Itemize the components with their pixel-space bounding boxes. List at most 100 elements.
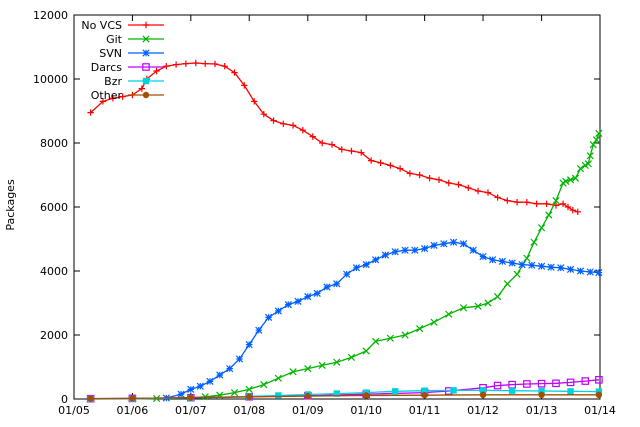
filled-square-marker-shape — [421, 387, 428, 394]
star-marker-shape — [187, 385, 195, 394]
star-marker-shape — [142, 49, 150, 57]
plus-marker-shape — [87, 109, 94, 116]
data-point — [182, 60, 190, 67]
plus-marker-shape — [358, 149, 365, 156]
star-marker-shape — [557, 264, 565, 272]
star-marker-shape — [440, 240, 448, 248]
plus-marker-shape — [523, 199, 531, 206]
star-marker-shape — [304, 292, 312, 301]
star-marker-shape — [391, 248, 399, 256]
cross-marker-shape — [142, 35, 150, 43]
filled-circle-marker-shape — [87, 395, 94, 402]
series-other — [87, 391, 603, 402]
plus-marker-shape — [504, 197, 511, 204]
data-point — [196, 382, 204, 390]
plus-marker-shape — [318, 139, 326, 147]
data-point — [420, 244, 429, 253]
data-point — [250, 98, 258, 105]
data-point — [206, 377, 214, 386]
star-marker-shape — [362, 260, 370, 269]
data-point — [545, 211, 553, 219]
data-point — [343, 270, 351, 278]
plus-marker-shape — [109, 95, 117, 102]
data-point — [192, 59, 199, 67]
star-marker-shape — [528, 261, 536, 269]
legend-label: SVN — [99, 47, 122, 60]
star-marker-shape — [196, 382, 204, 390]
data-point — [569, 207, 576, 214]
x-tick-label: 01/05 — [58, 404, 90, 417]
data-point — [304, 292, 312, 301]
data-point — [391, 388, 399, 395]
square-marker-shape — [523, 380, 531, 388]
plus-marker-shape — [172, 61, 180, 68]
star-marker-shape — [264, 313, 273, 322]
x-tick-label: 01/14 — [584, 404, 616, 417]
data-point — [574, 208, 581, 215]
data-point — [245, 340, 253, 349]
data-point — [538, 391, 545, 399]
legend-entry: No VCS — [81, 19, 164, 32]
square-marker-shape — [493, 381, 502, 390]
filled-square-marker-shape — [275, 392, 282, 399]
legend-marker — [142, 35, 150, 43]
plus-marker-shape — [513, 199, 521, 206]
data-point — [530, 238, 538, 246]
cross-marker-shape — [201, 393, 209, 401]
data-point — [372, 337, 380, 346]
cross-marker-shape — [372, 337, 380, 346]
data-point — [352, 264, 361, 272]
data-point — [474, 302, 482, 310]
cross-marker-shape — [545, 211, 553, 219]
star-marker-shape — [595, 268, 603, 277]
data-point — [304, 392, 311, 400]
data-point — [445, 179, 452, 187]
cross-marker-shape — [552, 196, 560, 205]
x-tick-label: 01/09 — [292, 404, 324, 417]
data-point — [381, 251, 390, 259]
data-point — [309, 133, 316, 140]
data-point — [202, 60, 209, 67]
data-point — [260, 380, 268, 389]
data-point — [440, 240, 448, 248]
plus-marker-shape — [231, 69, 238, 76]
x-tick-label: 01/12 — [467, 404, 499, 417]
filled-square-marker-shape — [479, 387, 487, 394]
plus-marker-shape — [182, 60, 190, 67]
data-point — [450, 387, 457, 394]
data-point — [559, 200, 567, 207]
cross-marker-shape — [289, 368, 297, 376]
data-point — [426, 175, 433, 182]
data-point — [304, 364, 312, 373]
plus-marker-shape — [445, 179, 452, 187]
plus-marker-shape — [543, 200, 550, 207]
plus-marker-shape — [406, 170, 414, 177]
plus-marker-shape — [260, 111, 267, 118]
data-point — [241, 82, 248, 89]
plus-marker-shape — [138, 85, 146, 92]
data-point — [348, 147, 355, 155]
data-point — [313, 289, 321, 298]
y-tick-label: 0 — [61, 393, 68, 406]
cross-marker-shape — [537, 224, 546, 232]
legend-entry: Darcs — [91, 61, 164, 74]
star-marker-shape — [352, 264, 361, 272]
data-point — [99, 98, 107, 105]
data-point — [172, 61, 180, 68]
data-point — [589, 140, 597, 149]
cross-marker-shape — [459, 304, 468, 312]
legend-label: Darcs — [91, 61, 123, 74]
plus-marker-shape — [192, 59, 199, 67]
plus-marker-shape — [328, 141, 336, 148]
cross-marker-shape — [362, 347, 370, 355]
star-marker-shape — [245, 340, 253, 349]
cross-marker-shape — [571, 174, 580, 182]
data-point — [566, 265, 575, 274]
data-point — [592, 136, 601, 144]
data-point — [474, 187, 482, 195]
star-marker-shape — [508, 259, 516, 267]
data-point — [338, 146, 345, 153]
data-point — [576, 164, 585, 173]
data-point — [221, 63, 228, 70]
data-point — [275, 392, 282, 399]
